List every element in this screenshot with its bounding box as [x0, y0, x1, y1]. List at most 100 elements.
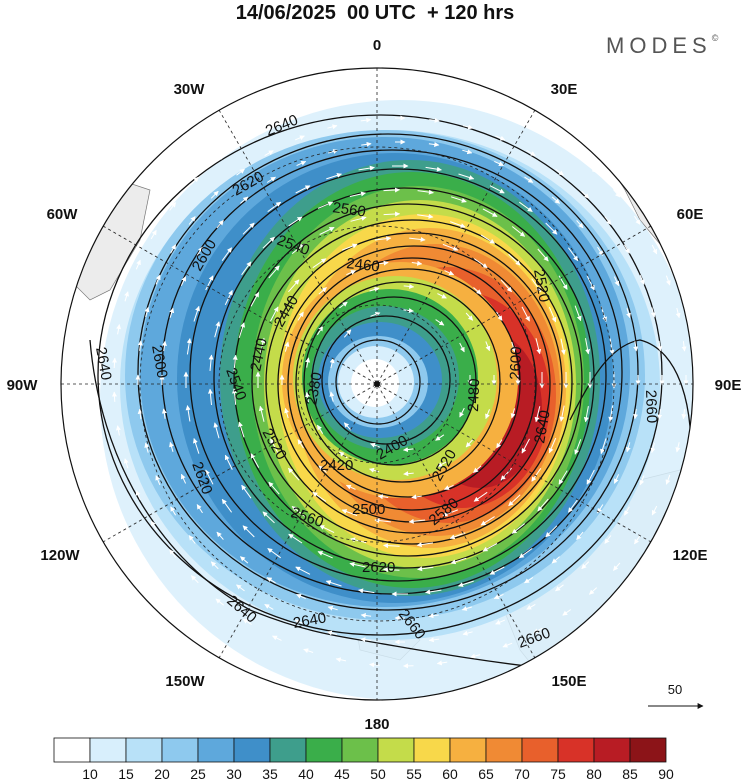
wind-vector-arrow	[319, 525, 335, 534]
wind-vector-arrow	[360, 613, 372, 619]
wind-vector-arrow	[224, 289, 233, 306]
wind-vector-arrow	[312, 491, 327, 502]
wind-vector-arrow	[494, 160, 504, 167]
wind-vector-arrow	[346, 270, 356, 276]
wind-vector-arrow	[495, 619, 506, 625]
wind-vector-arrow	[312, 258, 327, 269]
wind-vector-arrow	[369, 467, 380, 473]
wind-vector-arrow	[258, 405, 265, 422]
wind-vector-arrow	[650, 307, 656, 318]
colorbar-swatch	[197, 737, 235, 763]
wind-vector-arrow	[623, 244, 630, 254]
wind-vector-arrow	[639, 475, 645, 486]
colorbar-swatch	[377, 737, 415, 763]
brand-mark: ©	[711, 33, 719, 43]
wind-vector-arrow	[545, 222, 558, 235]
wind-vector-arrow	[186, 338, 192, 355]
colorbar-swatch	[413, 737, 451, 763]
contour-label: 2500	[352, 501, 385, 518]
wind-vector-arrow	[633, 341, 639, 352]
wind-vector-arrow	[342, 243, 358, 251]
wind-vector-arrow	[305, 391, 310, 403]
wind-vector-arrow	[305, 357, 311, 368]
wind-vector-arrow	[264, 150, 274, 157]
wind-vector-arrow	[428, 613, 439, 619]
wind-vector-arrow	[609, 338, 615, 355]
wind-vector-arrow	[205, 469, 214, 485]
wind-vector-arrow	[403, 308, 414, 314]
wind-vector-arrow	[369, 287, 380, 292]
wind-vector-arrow	[240, 196, 249, 204]
wind-vector-arrow	[345, 484, 356, 490]
wind-vector-arrow	[250, 453, 260, 468]
wind-vector-arrow	[589, 165, 598, 173]
wind-vector-arrow	[574, 305, 582, 322]
wind-vector-arrow	[288, 533, 303, 544]
wind-vector-arrow	[604, 216, 612, 225]
colorbar-tick-label: 85	[622, 766, 638, 782]
colorbar-swatch	[557, 737, 595, 763]
wind-vectors	[111, 91, 689, 669]
wind-vector-arrow	[437, 94, 448, 100]
wind-vector-arrow	[500, 279, 512, 293]
wind-vector-arrow	[327, 124, 338, 130]
wind-vector-arrow	[559, 405, 565, 422]
wind-vector-arrow	[317, 551, 333, 559]
wind-vector-arrow	[436, 660, 448, 666]
wind-vector-arrow	[325, 580, 342, 587]
wind-vector-arrow	[262, 511, 275, 524]
wind-vector-arrow	[370, 442, 381, 448]
wind-vector-arrow	[417, 189, 434, 195]
wind-vector-arrow	[161, 340, 167, 352]
wind-vector-arrow	[537, 248, 549, 262]
wind-vector-arrow	[112, 357, 118, 369]
wind-vector-arrow	[180, 473, 187, 484]
wind-vector-arrow	[650, 442, 656, 454]
wind-vector-arrow	[461, 606, 472, 611]
lon-label-30e: 30E	[551, 81, 578, 98]
wind-vector-arrow	[537, 498, 549, 512]
wind-vector-arrow	[236, 168, 245, 176]
wind-vector-arrow	[296, 160, 307, 167]
wind-vector-arrow	[116, 324, 122, 335]
wind-vector-arrow	[295, 566, 311, 575]
wind-vector-arrow	[221, 498, 233, 513]
lon-label-90w: 90W	[7, 377, 39, 394]
wind-vector-arrow	[319, 226, 335, 235]
contour-label: 2600	[148, 344, 171, 380]
wind-vector-arrow	[214, 321, 221, 338]
wind-vector-arrow	[623, 506, 630, 516]
wind-vector-arrow	[511, 523, 526, 534]
wind-vector-arrow	[534, 406, 541, 423]
wind-vector-arrow	[473, 465, 482, 473]
wind-vector-arrow	[526, 150, 536, 157]
colorbar-tick-label: 60	[442, 766, 458, 782]
wind-vector-arrow	[339, 301, 348, 309]
wind-vector-arrow	[411, 260, 423, 266]
wind-vector-arrow	[241, 261, 252, 276]
wind-vector-arrow	[574, 439, 582, 455]
contour-label: 2380	[303, 371, 326, 407]
wind-vector-arrow	[124, 291, 129, 302]
contour-label: 2640	[92, 346, 115, 382]
colorbar-swatch	[521, 737, 559, 763]
wind-vector-arrow	[473, 287, 482, 295]
wind-vector-arrow	[521, 306, 530, 322]
colorbar-tick-label: 15	[118, 766, 134, 782]
wind-vector-arrow	[383, 567, 400, 573]
wind-vector-arrow	[444, 484, 454, 490]
lon-label-180: 180	[364, 716, 389, 733]
wind-vector-arrow	[169, 307, 175, 318]
wind-vector-arrow	[369, 92, 381, 98]
wind-vector-arrow	[224, 454, 233, 470]
wind-vector-arrow	[336, 97, 347, 103]
wind-vector-arrow	[137, 340, 143, 351]
wind-vector-arrow	[625, 442, 631, 453]
wind-vector-arrow	[545, 525, 558, 538]
wind-vector-arrow	[358, 165, 375, 171]
reference-vector-label: 50	[668, 682, 682, 697]
colorbar-tick-label: 80	[586, 766, 602, 782]
wind-vector-arrow	[374, 236, 392, 242]
map-boundary	[60, 67, 694, 701]
wind-vector-arrow	[459, 407, 465, 418]
